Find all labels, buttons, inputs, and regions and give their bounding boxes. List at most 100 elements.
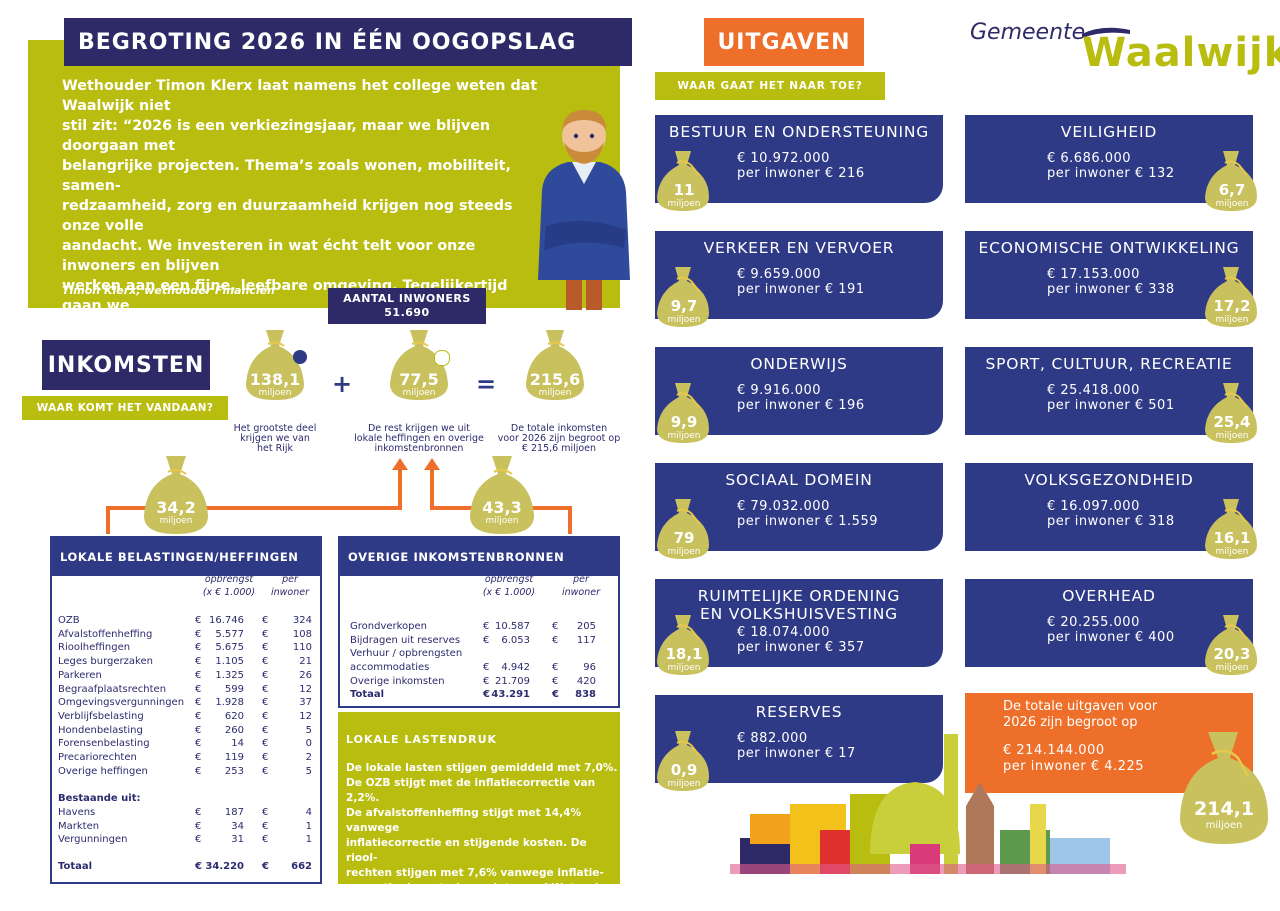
card-title: VOLKSGEZONDHEID xyxy=(1024,471,1194,489)
currency-symbol: € xyxy=(262,669,269,681)
rest-bag: 77,5 miljoen xyxy=(386,326,452,402)
card-amount: € 882.000 xyxy=(737,731,808,746)
card-bag-unit: miljoen xyxy=(667,431,701,441)
opbrengst-value: 4.942 xyxy=(501,662,530,674)
card-title: VERKEER EN VERVOER xyxy=(703,239,895,257)
per-inwoner-value: 2 xyxy=(305,752,312,763)
row-label: Precariorechten xyxy=(58,752,137,763)
currency-symbol: € xyxy=(262,697,269,709)
inwoners-banner: AANTAL INWONERS 51.690 xyxy=(328,288,486,324)
lastendruk-text: De lokale lasten stijgen gemiddeld met 7… xyxy=(346,761,618,911)
overig-bag-value: 43,3 xyxy=(482,498,522,517)
card-per-inwoner: per inwoner € 1.559 xyxy=(737,514,878,529)
lastendruk-line: rechten stijgen met 7,6% vanwege inflati… xyxy=(346,867,604,879)
card-bag-unit: miljoen xyxy=(667,779,701,789)
card-per-inwoner: per inwoner € 338 xyxy=(1047,282,1175,297)
row-label: Totaal xyxy=(58,861,93,872)
money-bag-icon xyxy=(657,383,709,443)
caption-line: lokale heffingen en overige xyxy=(354,433,484,444)
rest-value: 77,5 xyxy=(399,370,439,389)
card-bag-value: 16,1 xyxy=(1213,529,1251,547)
rijk-caption: Het grootste deel krijgen we van het Rij… xyxy=(222,424,328,454)
money-bag-icon xyxy=(470,456,534,534)
col-header-line: opbrengst xyxy=(484,574,534,585)
row-label: Overige inkomsten xyxy=(350,675,445,687)
card-title: SPORT, CULTUUR, RECREATIE xyxy=(985,355,1233,373)
currency-symbol: € xyxy=(262,683,269,695)
currency-symbol: € xyxy=(262,765,269,777)
logo-gemeente: Gemeente xyxy=(970,20,1086,45)
col-header-line: per xyxy=(282,574,298,585)
row-label: Havens xyxy=(58,807,96,818)
inwoners-value: 51.690 xyxy=(384,306,430,319)
money-bag-icon xyxy=(1205,499,1257,559)
money-bag-icon xyxy=(657,499,709,559)
caption-line: krijgen we van xyxy=(240,433,310,444)
card-per-inwoner: per inwoner € 501 xyxy=(1047,398,1175,413)
inkomsten-subtitle: WAAR KOMT HET VANDAAN? xyxy=(22,396,228,420)
row-label: Afvalstoffenheffing xyxy=(58,628,153,640)
col-header-per: per inwoner xyxy=(558,573,604,599)
lokale-belastingen-table: LOKALE BELASTINGEN/HEFFINGEN xyxy=(50,536,322,884)
quote-line: belangrijke projecten. Thema’s zoals won… xyxy=(62,158,511,194)
card-title: BESTUUR EN ONDERSTEUNING xyxy=(668,123,930,141)
currency-symbol: € xyxy=(195,738,202,750)
card-bag-value: 18,1 xyxy=(665,645,703,663)
currency-symbol: € xyxy=(483,675,490,687)
currency-symbol: € xyxy=(195,669,202,681)
row-label: Overige heffingen xyxy=(58,765,148,777)
per-inwoner-value: 4 xyxy=(305,807,312,818)
opbrengst-value: 119 xyxy=(224,752,244,763)
row-label: Rioolheffingen xyxy=(58,642,131,654)
totaal-inkomsten-caption: De totale inkomsten voor 2026 zijn begro… xyxy=(490,424,628,454)
card-per-inwoner: per inwoner € 132 xyxy=(1047,166,1175,181)
card-bag-value: 79 xyxy=(673,529,695,547)
row-label: accommodaties xyxy=(350,662,430,674)
card-title: VEILIGHEID xyxy=(1060,123,1158,141)
card-bag-unit: miljoen xyxy=(667,547,701,557)
card-bag-value: 9,7 xyxy=(670,297,698,315)
page-title: BEGROTING 2026 IN ÉÉN OOGOPSLAG xyxy=(64,18,632,66)
per-inwoner-value: 1 xyxy=(305,820,312,832)
card-money-bag: 9,7 miljoen xyxy=(655,265,713,327)
card-bag-value: 17,2 xyxy=(1213,297,1251,315)
card-bag-unit: miljoen xyxy=(1215,431,1249,441)
per-inwoner-value: 110 xyxy=(292,642,312,654)
card-title: RUIMTELIJKE ORDENING xyxy=(697,587,901,605)
per-inwoner-value: 420 xyxy=(576,675,596,687)
currency-symbol: € xyxy=(195,724,202,736)
per-inwoner-value: 37 xyxy=(299,697,312,709)
lokaal-bag-unit: miljoen xyxy=(159,516,193,526)
money-bag-icon xyxy=(657,615,709,675)
col-header-line: opbrengst xyxy=(204,574,254,585)
card-bag-unit: miljoen xyxy=(667,663,701,673)
card-bag-unit: miljoen xyxy=(1215,547,1249,557)
per-inwoner-value: 5 xyxy=(305,724,312,736)
per-inwoner-value: 5 xyxy=(305,765,312,777)
card-amount: € 79.032.000 xyxy=(737,499,830,514)
card-money-bag: 25,4 miljoen xyxy=(1203,381,1261,443)
card-per-inwoner: per inwoner € 318 xyxy=(1047,514,1175,529)
row-label: Totaal xyxy=(350,689,385,700)
currency-symbol: € xyxy=(195,697,202,709)
inwoners-label: AANTAL INWONERS xyxy=(343,292,471,305)
currency-symbol: € xyxy=(195,834,202,846)
card-per-inwoner: per inwoner € 357 xyxy=(737,640,865,655)
caption-line: het Rijk xyxy=(257,443,293,454)
quote-line: aandacht. We investeren in wat écht telt… xyxy=(62,238,476,274)
col-header-line: inwoner xyxy=(561,587,600,598)
currency-symbol: € xyxy=(262,738,269,750)
caption-line: De rest krijgen we uit xyxy=(367,423,471,434)
money-bag-icon xyxy=(657,267,709,327)
money-bag-icon xyxy=(390,330,448,400)
card-per-inwoner: per inwoner € 400 xyxy=(1047,630,1175,645)
card-money-bag: 20,3 miljoen xyxy=(1203,613,1261,675)
row-label: Grondverkopen xyxy=(350,621,428,632)
currency-symbol: € xyxy=(262,642,269,654)
caption-line: € 215,6 miljoen xyxy=(521,443,597,454)
per-inwoner-value: 838 xyxy=(575,689,596,700)
currency-symbol: € xyxy=(262,656,269,668)
currency-symbol: € xyxy=(262,615,269,626)
currency-symbol: € xyxy=(552,689,559,700)
quote-author: Timon Klerx, wethouder Financiën xyxy=(62,284,275,297)
